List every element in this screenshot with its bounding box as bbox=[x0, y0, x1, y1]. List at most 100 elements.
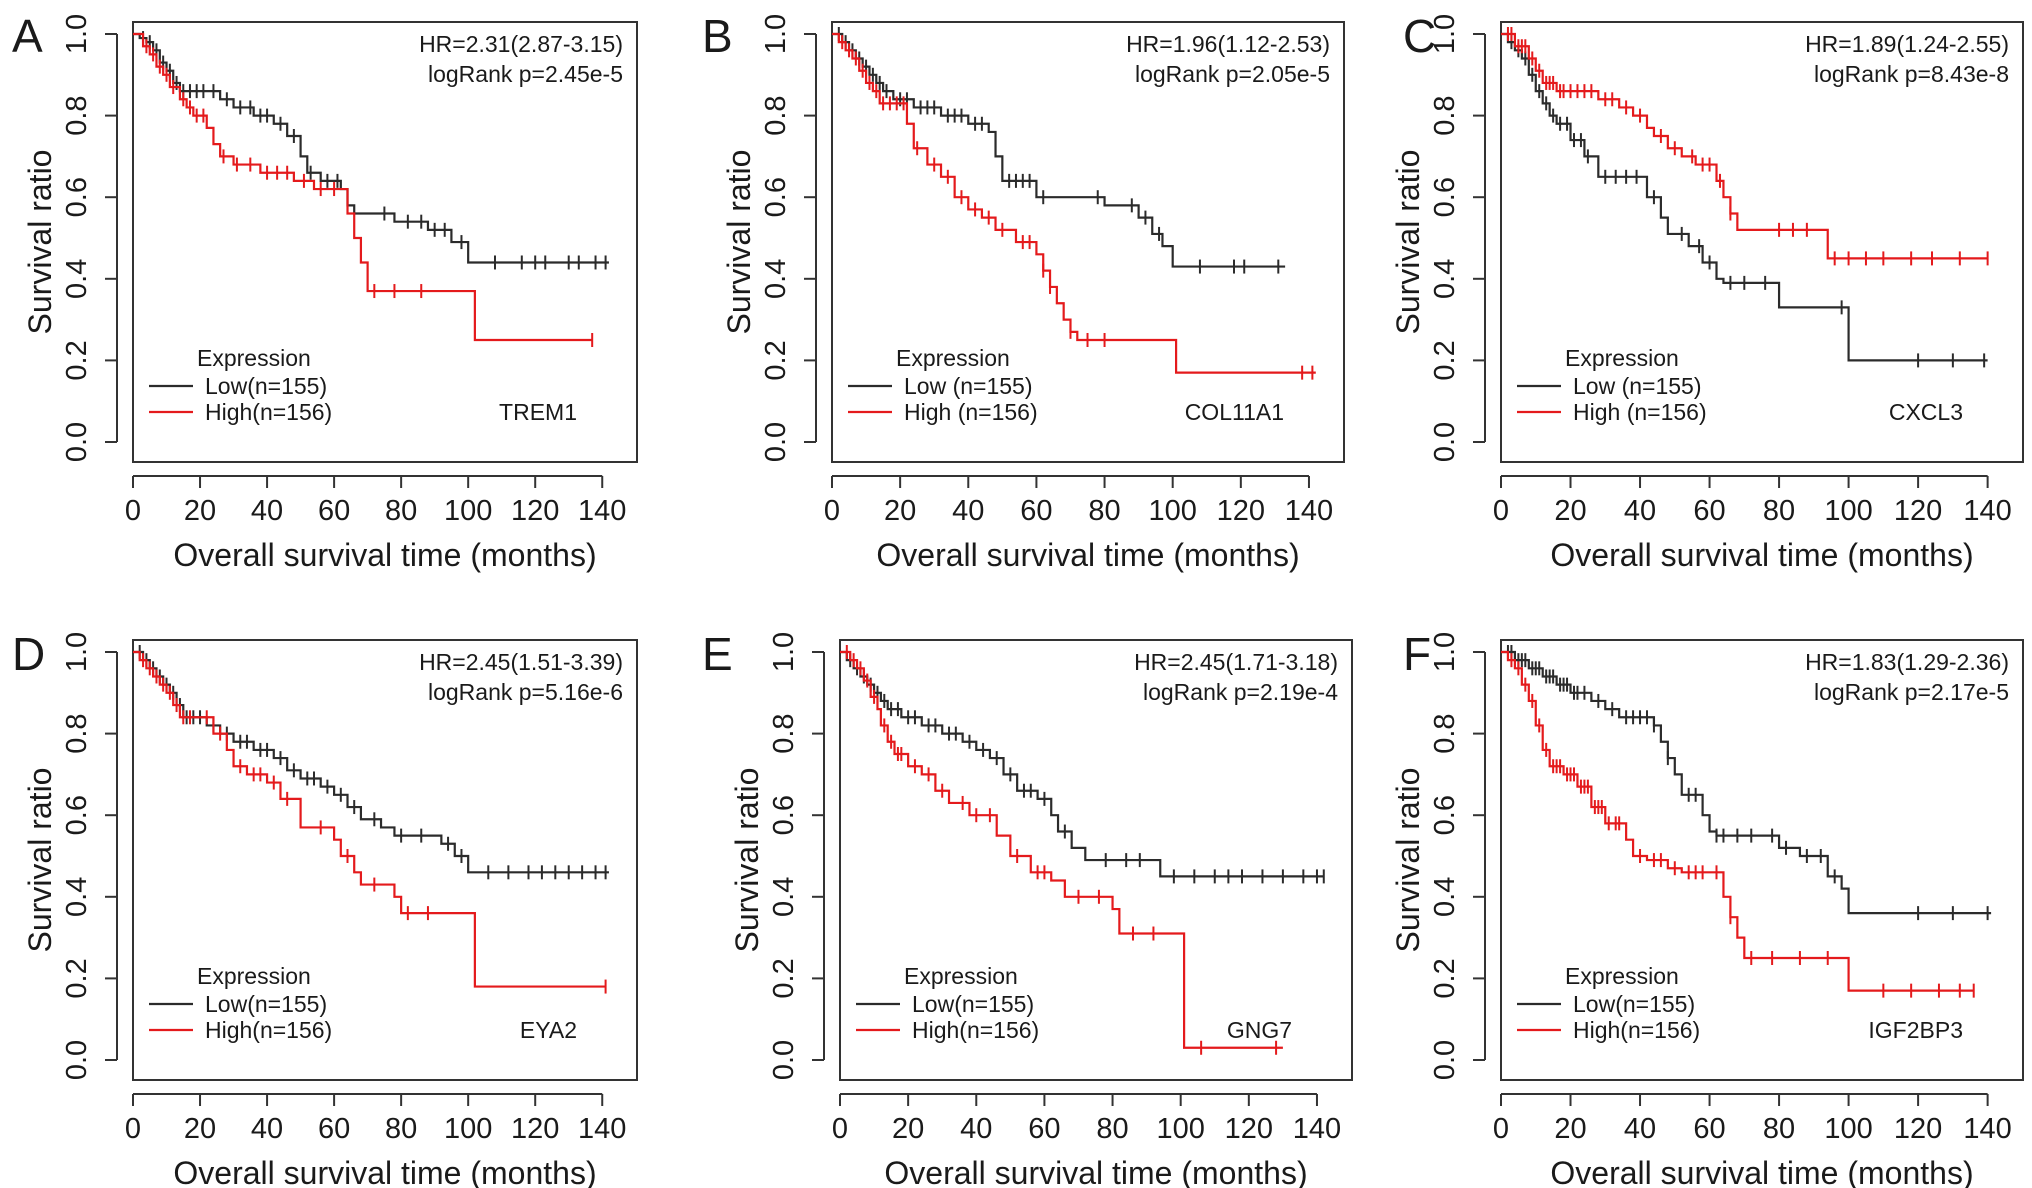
panel-b: B 0.0 0.2 0.4 0.6 0.8 1.0 Survival ratio 0 20 40 60… bbox=[702, 10, 1345, 573]
logrank-p-text: logRank p=5.16e-6 bbox=[428, 679, 623, 705]
x-tick-label: 100 bbox=[1824, 1113, 1872, 1145]
x-tick-label: 140 bbox=[1285, 495, 1333, 527]
x-tick-label: 120 bbox=[1225, 1113, 1273, 1145]
y-axis-label: Survival ratio bbox=[729, 768, 765, 953]
y-tick-label: 0.4 bbox=[1429, 877, 1461, 917]
x-tick-label: 140 bbox=[1963, 1113, 2011, 1145]
logrank-p-text: logRank p=2.19e-4 bbox=[1143, 679, 1338, 705]
gene-name: GNG7 bbox=[1227, 1017, 1292, 1043]
x-tick-label: 40 bbox=[952, 495, 984, 527]
x-tick-label: 0 bbox=[824, 495, 840, 527]
hazard-ratio-text: HR=1.83(1.29-2.36) bbox=[1805, 649, 2009, 675]
x-tick-label: 100 bbox=[444, 495, 492, 527]
panel-letter: F bbox=[1403, 628, 1431, 680]
plot-frame bbox=[1500, 639, 2024, 1081]
y-tick-label: 1.0 bbox=[61, 632, 93, 672]
x-tick-label: 60 bbox=[1693, 495, 1725, 527]
panel-d: D 0.0 0.2 0.4 0.6 0.8 1.0 Survival ratio 0 20 40 60… bbox=[12, 628, 638, 1188]
survival-curve-high bbox=[832, 32, 1316, 374]
x-tick-label: 100 bbox=[1156, 1113, 1204, 1145]
x-tick-label: 20 bbox=[884, 495, 916, 527]
x-tick-label: 100 bbox=[1148, 495, 1196, 527]
y-tick-label: 0.8 bbox=[768, 713, 800, 753]
x-tick-label: 120 bbox=[1894, 1113, 1942, 1145]
legend-label-high: High(n=156) bbox=[205, 1017, 332, 1043]
survival-curve-high bbox=[133, 32, 593, 342]
survival-curve-high bbox=[133, 650, 606, 988]
hazard-ratio-text: HR=2.45(1.51-3.39) bbox=[419, 649, 623, 675]
x-tick-label: 80 bbox=[1763, 1113, 1795, 1145]
y-tick-label: 1.0 bbox=[1429, 632, 1461, 672]
gene-name: CXCL3 bbox=[1889, 399, 1963, 425]
y-tick-label: 0.0 bbox=[61, 1040, 93, 1080]
y-tick-label: 1.0 bbox=[760, 14, 792, 54]
legend-title: Expression bbox=[1565, 345, 1679, 371]
x-axis-label: Overall survival time (months) bbox=[173, 537, 596, 573]
x-tick-label: 60 bbox=[318, 1113, 350, 1145]
x-tick-label: 80 bbox=[1088, 495, 1120, 527]
logrank-p-text: logRank p=2.05e-5 bbox=[1135, 61, 1330, 87]
y-tick-label: 0.0 bbox=[1429, 1040, 1461, 1080]
hazard-ratio-text: HR=1.89(1.24-2.55) bbox=[1805, 31, 2009, 57]
y-tick-label: 0.6 bbox=[760, 177, 792, 217]
x-tick-label: 20 bbox=[892, 1113, 924, 1145]
x-tick-label: 60 bbox=[1693, 1113, 1725, 1145]
x-tick-label: 40 bbox=[1624, 1113, 1656, 1145]
legend-title: Expression bbox=[896, 345, 1010, 371]
gene-name: TREM1 bbox=[499, 399, 577, 425]
x-tick-label: 60 bbox=[1020, 495, 1052, 527]
y-axis-label: Survival ratio bbox=[22, 768, 58, 953]
x-tick-label: 80 bbox=[1096, 1113, 1128, 1145]
y-axis-label: Survival ratio bbox=[1390, 150, 1426, 335]
survival-curve-high bbox=[1501, 650, 1974, 992]
x-tick-label: 0 bbox=[125, 495, 141, 527]
panel-e: E 0.0 0.2 0.4 0.6 0.8 1.0 Survival ratio 0 20 40 60… bbox=[702, 628, 1353, 1188]
x-tick-label: 40 bbox=[251, 1113, 283, 1145]
legend-title: Expression bbox=[197, 963, 311, 989]
y-tick-label: 0.2 bbox=[61, 958, 93, 998]
gene-name: EYA2 bbox=[520, 1017, 577, 1043]
y-tick-label: 0.4 bbox=[61, 877, 93, 917]
legend-label-high: High(n=156) bbox=[1573, 1017, 1700, 1043]
y-tick-label: 0.6 bbox=[61, 177, 93, 217]
x-tick-label: 140 bbox=[1963, 495, 2011, 527]
x-tick-label: 20 bbox=[1554, 495, 1586, 527]
x-axis-label: Overall survival time (months) bbox=[1550, 1155, 1973, 1188]
y-tick-label: 0.8 bbox=[1429, 713, 1461, 753]
legend-title: Expression bbox=[1565, 963, 1679, 989]
legend-label-low: Low (n=155) bbox=[1573, 373, 1702, 399]
y-tick-label: 0.0 bbox=[1429, 422, 1461, 462]
legend-label-high: High (n=156) bbox=[904, 399, 1038, 425]
x-tick-label: 40 bbox=[960, 1113, 992, 1145]
y-tick-label: 0.2 bbox=[1429, 958, 1461, 998]
x-axis-label: Overall survival time (months) bbox=[884, 1155, 1307, 1188]
hazard-ratio-text: HR=1.96(1.12-2.53) bbox=[1126, 31, 1330, 57]
x-tick-label: 100 bbox=[444, 1113, 492, 1145]
y-axis-label: Survival ratio bbox=[721, 150, 757, 335]
y-tick-label: 0.0 bbox=[61, 422, 93, 462]
plot-frame bbox=[132, 639, 638, 1081]
x-tick-label: 120 bbox=[1217, 495, 1265, 527]
x-tick-label: 140 bbox=[578, 1113, 626, 1145]
legend-label-low: Low(n=155) bbox=[912, 991, 1034, 1017]
y-tick-label: 1.0 bbox=[768, 632, 800, 672]
legend-label-high: High(n=156) bbox=[205, 399, 332, 425]
y-tick-label: 0.4 bbox=[768, 877, 800, 917]
x-tick-label: 120 bbox=[511, 495, 559, 527]
y-tick-label: 1.0 bbox=[61, 14, 93, 54]
plot-frame bbox=[1500, 21, 2024, 463]
y-tick-label: 0.0 bbox=[760, 422, 792, 462]
legend-label-low: Low(n=155) bbox=[1573, 991, 1695, 1017]
plot-frame bbox=[839, 639, 1353, 1081]
y-tick-label: 0.8 bbox=[760, 95, 792, 135]
x-tick-label: 60 bbox=[1028, 1113, 1060, 1145]
x-tick-label: 0 bbox=[1493, 1113, 1509, 1145]
x-tick-label: 140 bbox=[1293, 1113, 1341, 1145]
panel-letter: A bbox=[12, 10, 43, 62]
x-tick-label: 80 bbox=[1763, 495, 1795, 527]
panel-a: A 0.0 0.2 0.4 0.6 0.8 1.0 Survival ratio 0 20 40 60… bbox=[12, 10, 638, 573]
y-tick-label: 0.2 bbox=[760, 340, 792, 380]
x-tick-label: 0 bbox=[832, 1113, 848, 1145]
y-tick-label: 0.6 bbox=[1429, 177, 1461, 217]
x-axis-label: Overall survival time (months) bbox=[876, 537, 1299, 573]
